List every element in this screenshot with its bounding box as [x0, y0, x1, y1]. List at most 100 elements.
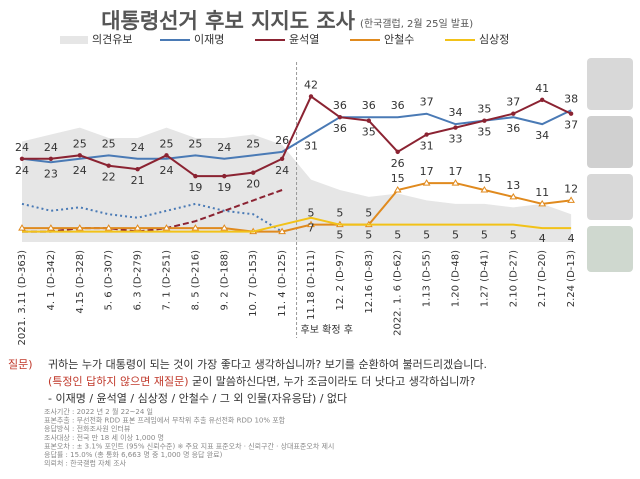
- data-label: 31: [304, 140, 318, 153]
- data-label: 4: [568, 232, 575, 245]
- marker: [104, 224, 113, 231]
- data-label: 36: [506, 122, 520, 135]
- data-label: 12: [564, 182, 578, 195]
- data-label: 11: [535, 186, 549, 199]
- x-tick-label: 12. 2 (D-97): [335, 250, 346, 311]
- data-label: 5: [365, 229, 372, 242]
- dotted-line: [21, 202, 283, 233]
- x-tick-label: 2021. 3.11 (D-363): [17, 250, 28, 346]
- series-line: [22, 94, 572, 178]
- x-tick-label: 11. 4 (D-125): [277, 250, 288, 317]
- legend-label: 이재명: [194, 33, 224, 46]
- marker: [568, 111, 574, 116]
- question-red: (특정인 답하지 않으면 재질문): [48, 374, 189, 388]
- data-label: 41: [535, 82, 549, 95]
- legend-label: 안철수: [384, 33, 414, 46]
- data-label: 5: [510, 229, 517, 242]
- data-label: 17: [420, 165, 434, 178]
- data-label: 20: [246, 178, 260, 191]
- data-label: 23: [44, 167, 58, 180]
- data-label: 4: [539, 232, 546, 245]
- data-label: 25: [188, 137, 202, 150]
- data-label: 25: [160, 137, 174, 150]
- x-tick-label: 11.18 (D-111): [306, 250, 317, 320]
- legend-label: 심상정: [479, 33, 509, 46]
- marker: [366, 118, 371, 123]
- marker: [307, 220, 315, 228]
- data-label: 37: [506, 96, 520, 109]
- note: 표본추출 : 무선전화 RDD 표본 프레임에서 무작위 추출 유선전화 RDD…: [44, 416, 286, 425]
- data-label: 35: [362, 126, 376, 139]
- marker: [480, 186, 489, 193]
- note: 표본오차 : ± 3.1% 포인트 (95% 신뢰수준) ※ 주요 지표 표준오…: [44, 441, 334, 450]
- data-label: 15: [477, 172, 491, 185]
- data-label: 15: [391, 172, 405, 185]
- data-label: 37: [420, 96, 434, 109]
- marker: [164, 153, 169, 158]
- marker: [540, 97, 545, 103]
- data-label: 5: [336, 229, 343, 242]
- data-label: 24: [44, 141, 58, 154]
- data-label: 19: [217, 181, 231, 194]
- marker: [451, 179, 460, 186]
- question-label: 질문): [8, 358, 33, 371]
- x-tick-label: 1.13 (D-55): [422, 250, 433, 307]
- marker: [482, 118, 487, 123]
- x-tick-label: 2022. 1. 6 (D-62): [393, 250, 404, 336]
- data-label: 36: [391, 99, 405, 112]
- series-line: [22, 182, 572, 233]
- marker: [511, 111, 516, 116]
- data-label: 37: [564, 119, 578, 132]
- data-label: 5: [336, 207, 343, 220]
- data-label: 42: [304, 78, 318, 91]
- question-text: 귀하는 누가 대통령이 되는 것이 가장 좋다고 생각하십니까? 보기를 순환하…: [48, 357, 487, 371]
- dotted-line: [22, 189, 283, 233]
- legend-swatch: [60, 36, 88, 44]
- marker: [279, 156, 285, 161]
- marker: [393, 186, 402, 193]
- marker: [162, 224, 171, 231]
- annotation: 후보 확정 후: [301, 324, 353, 336]
- question-text: - 이재명 / 윤석열 / 심상정 / 안철수 / 그 외 인물(자유응답) /…: [48, 392, 347, 405]
- data-label: 5: [481, 229, 488, 242]
- data-label: 24: [217, 141, 231, 154]
- marker: [18, 224, 26, 231]
- data-label: 24: [160, 164, 174, 177]
- marker: [453, 125, 458, 130]
- x-tick-label: 4.15 (D-328): [75, 250, 86, 314]
- marker: [220, 224, 229, 231]
- marker: [191, 224, 200, 231]
- marker: [567, 196, 575, 203]
- x-tick-label: 5. 6 (D-307): [104, 250, 115, 311]
- data-label: 33: [449, 133, 463, 146]
- series-line: [22, 216, 572, 233]
- note: 응답률 : 15.0% (총 통화 6,663 명 중 1,000 명 응답 완…: [44, 450, 223, 459]
- data-label: 24: [73, 164, 87, 177]
- x-tick-label: 4. 1 (D-342): [46, 250, 57, 311]
- marker: [47, 224, 55, 231]
- data-label: 26: [275, 134, 289, 147]
- data-label: 26: [391, 157, 405, 170]
- marker: [278, 227, 286, 235]
- data-label: 24: [131, 141, 145, 154]
- data-label: 24: [15, 141, 29, 154]
- data-label: 35: [477, 126, 491, 139]
- marker: [509, 192, 518, 200]
- marker: [193, 173, 198, 179]
- data-label: 24: [15, 164, 29, 177]
- marker: [222, 173, 227, 179]
- data-label: 31: [420, 140, 434, 153]
- data-label: 25: [73, 137, 87, 150]
- note: 의뢰처 : 한국갤럽 자체 조사: [44, 459, 127, 468]
- x-tick-label: 10. 7 (D-153): [248, 250, 259, 317]
- photos: [587, 58, 633, 272]
- marker: [337, 115, 343, 120]
- marker: [106, 163, 111, 168]
- note: 조사대상 : 전국 만 18 세 이상 1,000 명: [44, 433, 164, 442]
- question-rest: 굳이 말씀하신다면, 누가 조금이라도 더 낫다고 생각하십니까?: [189, 374, 476, 388]
- data-label: 38: [564, 92, 578, 105]
- legend-label: 의견유보: [92, 33, 132, 46]
- marker: [75, 224, 84, 231]
- marker: [19, 156, 25, 161]
